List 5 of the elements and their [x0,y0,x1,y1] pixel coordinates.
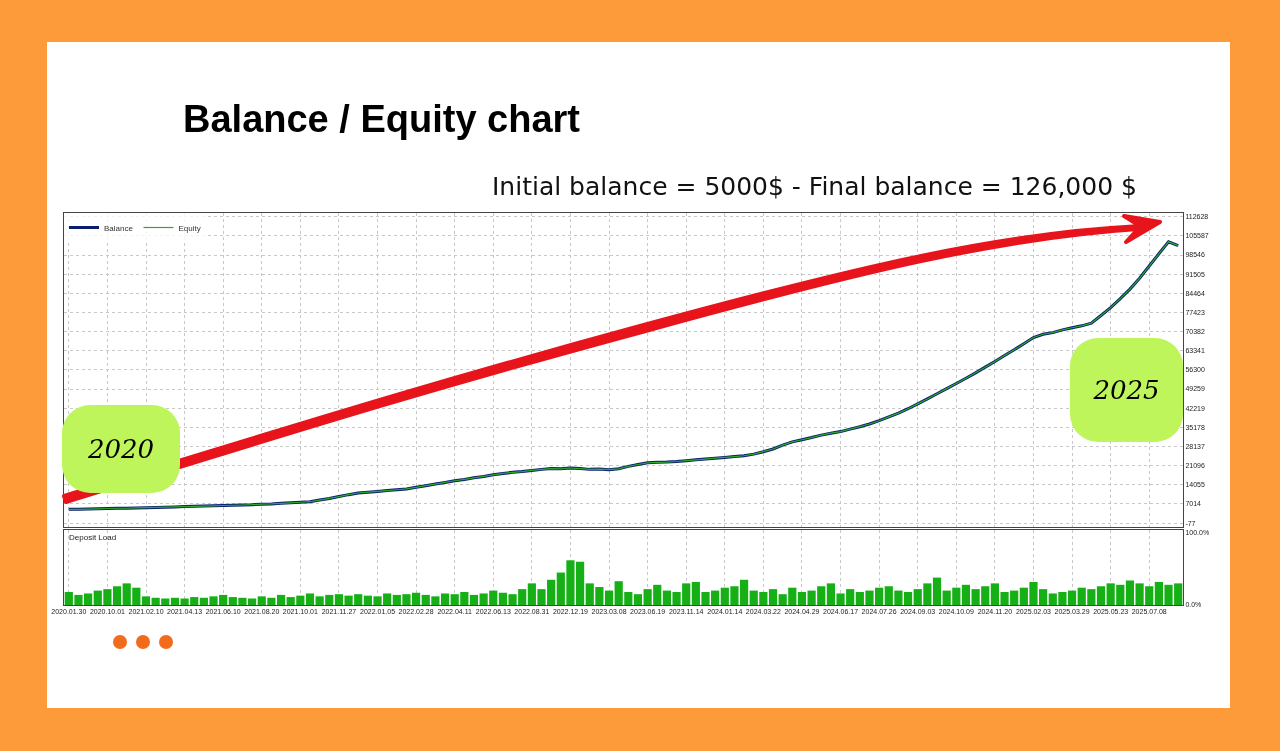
chart-subtitle: Initial balance = 5000$ - Final balance = 126,000 $ [492,172,1137,201]
chart-title: Deposit Load [69,533,117,542]
chart-title: Balance / Equity chart [183,98,581,141]
legend-label: Equity [178,223,201,233]
legend-label: Balance [104,223,134,233]
